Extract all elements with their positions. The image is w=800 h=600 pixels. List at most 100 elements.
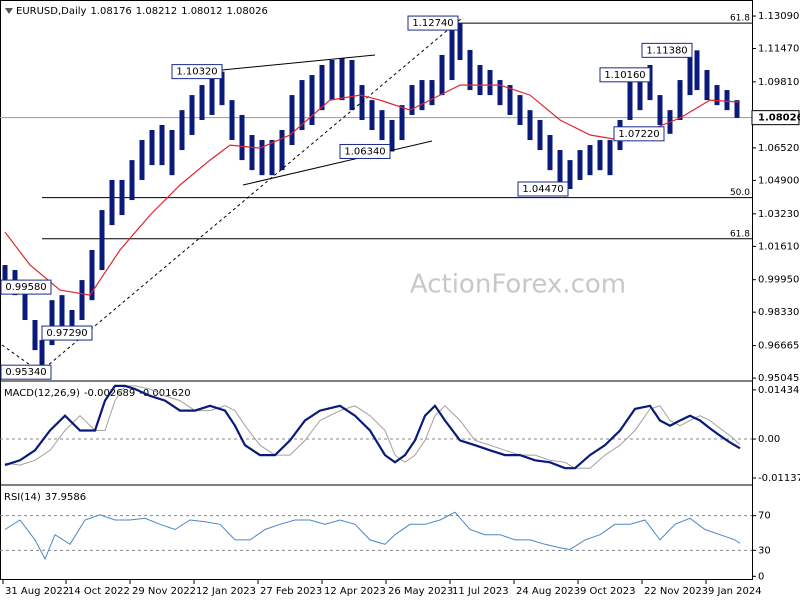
trendline [242,140,433,186]
annotation-box [517,181,569,197]
annotation-label: 0.99580 [5,282,46,293]
low: 1.08012 [181,6,222,17]
x-tick-label: 26 May 2023 [388,586,453,597]
annotation-box [41,325,93,341]
price-bar [657,95,663,125]
price-bar [577,150,583,180]
indicator-line [4,384,741,470]
symbol: EURUSD,Daily [16,6,87,17]
signal-value: -0.001620 [139,388,190,399]
price-bar [269,140,275,176]
price-bar [597,140,603,171]
y-tick-label: 1.09810 [758,77,799,88]
price-bar [339,57,345,101]
open: 1.08176 [90,6,131,17]
price-bar [49,300,55,346]
price-bar [89,249,95,301]
symbol-icon [5,8,13,14]
x-tick-label: 31 Aug 2022 [5,586,69,597]
price-bar [259,140,265,176]
indicator-name: RSI(14) [4,492,41,503]
close: 1.08026 [227,6,268,17]
y-tick-label: 1.04900 [758,175,799,186]
price-bar [457,23,463,60]
x-tick-label: 9 Jan 2024 [708,586,762,597]
price-bar [507,85,513,115]
y-tick-label: 1.03230 [758,209,799,220]
high: 1.08212 [136,6,177,17]
x-tick-label: 22 Nov 2023 [644,586,708,597]
y-tick-label: 1.06520 [758,143,799,154]
price-bar [249,135,255,171]
price-bar [677,80,683,120]
x-tick-label: 9 Oct 2023 [580,586,635,597]
x-tick-label: 27 Feb 2023 [260,586,322,597]
y-tick-label: 0.95045 [758,373,799,384]
price-bar [79,280,85,321]
price-bar [687,49,693,96]
annotation-label: 1.10160 [604,70,645,81]
price-bar [647,65,653,101]
y-tick-label: 30 [758,545,771,556]
price-bar [419,80,425,111]
y-tick-label: 70 [758,511,771,522]
price-bar [239,114,245,161]
price-bar [69,309,75,334]
price-bar [694,50,700,91]
price-bar [547,135,553,171]
price-bar [229,100,235,141]
price-bar [734,100,740,118]
y-tick-label: 0.99950 [758,275,799,286]
level-label: 61.8 [730,229,750,239]
annotation-label: 1.12740 [412,18,453,29]
current-price-box [751,110,800,126]
y-tick-label: 1.01610 [758,241,799,252]
x-tick-label: 12 Jan 2023 [196,586,256,597]
y-tick-label: 1.11470 [758,44,799,55]
y-tick-label: -0.011371 [758,473,800,484]
price-bar [159,124,165,166]
price-bar [179,110,185,151]
price-bar [139,140,145,180]
price-bar [299,80,305,131]
price-bar [724,90,730,111]
price-bar [409,85,415,115]
annotation-label: 0.97290 [46,328,87,339]
trendline [221,54,376,71]
price-bar [359,85,365,120]
rsi-value: 37.9586 [45,492,86,503]
annotation-box [339,143,391,159]
price-bar [39,340,45,373]
annotation-label: 1.04470 [522,184,563,195]
price-bar [279,130,285,171]
indicator-name: MACD(12,26,9) [4,388,80,399]
watermark: ActionForex.com [410,270,626,300]
price-bar [209,75,215,115]
y-tick-label: 0.96665 [758,341,799,352]
annotation-box [599,67,651,83]
y-tick-label: 0.00 [758,434,780,445]
x-tick-label: 29 Nov 2022 [132,586,196,597]
price-bar [219,71,225,106]
price-bar [109,179,115,226]
annotation-label: 1.10320 [176,67,217,78]
price-bar [587,145,593,176]
x-tick-label: 14 Oct 2022 [68,586,130,597]
annotation-label: 0.95340 [5,367,46,378]
price-bar [189,95,195,136]
price-bar [309,75,315,125]
price-bar [99,210,105,271]
price-bar [467,49,473,91]
y-tick-label: 0.98330 [758,307,799,318]
price-bar [399,105,405,141]
price-bar [319,65,325,111]
annotation-box [171,64,223,80]
y-tick-label: 0.014342 [758,385,800,396]
price-bar [349,59,355,111]
price-bar [199,85,205,120]
x-tick-label: 12 Apr 2023 [324,586,386,597]
annotation-label: 1.07220 [618,129,659,140]
annotation-box [0,364,52,380]
price-bar [527,110,533,141]
